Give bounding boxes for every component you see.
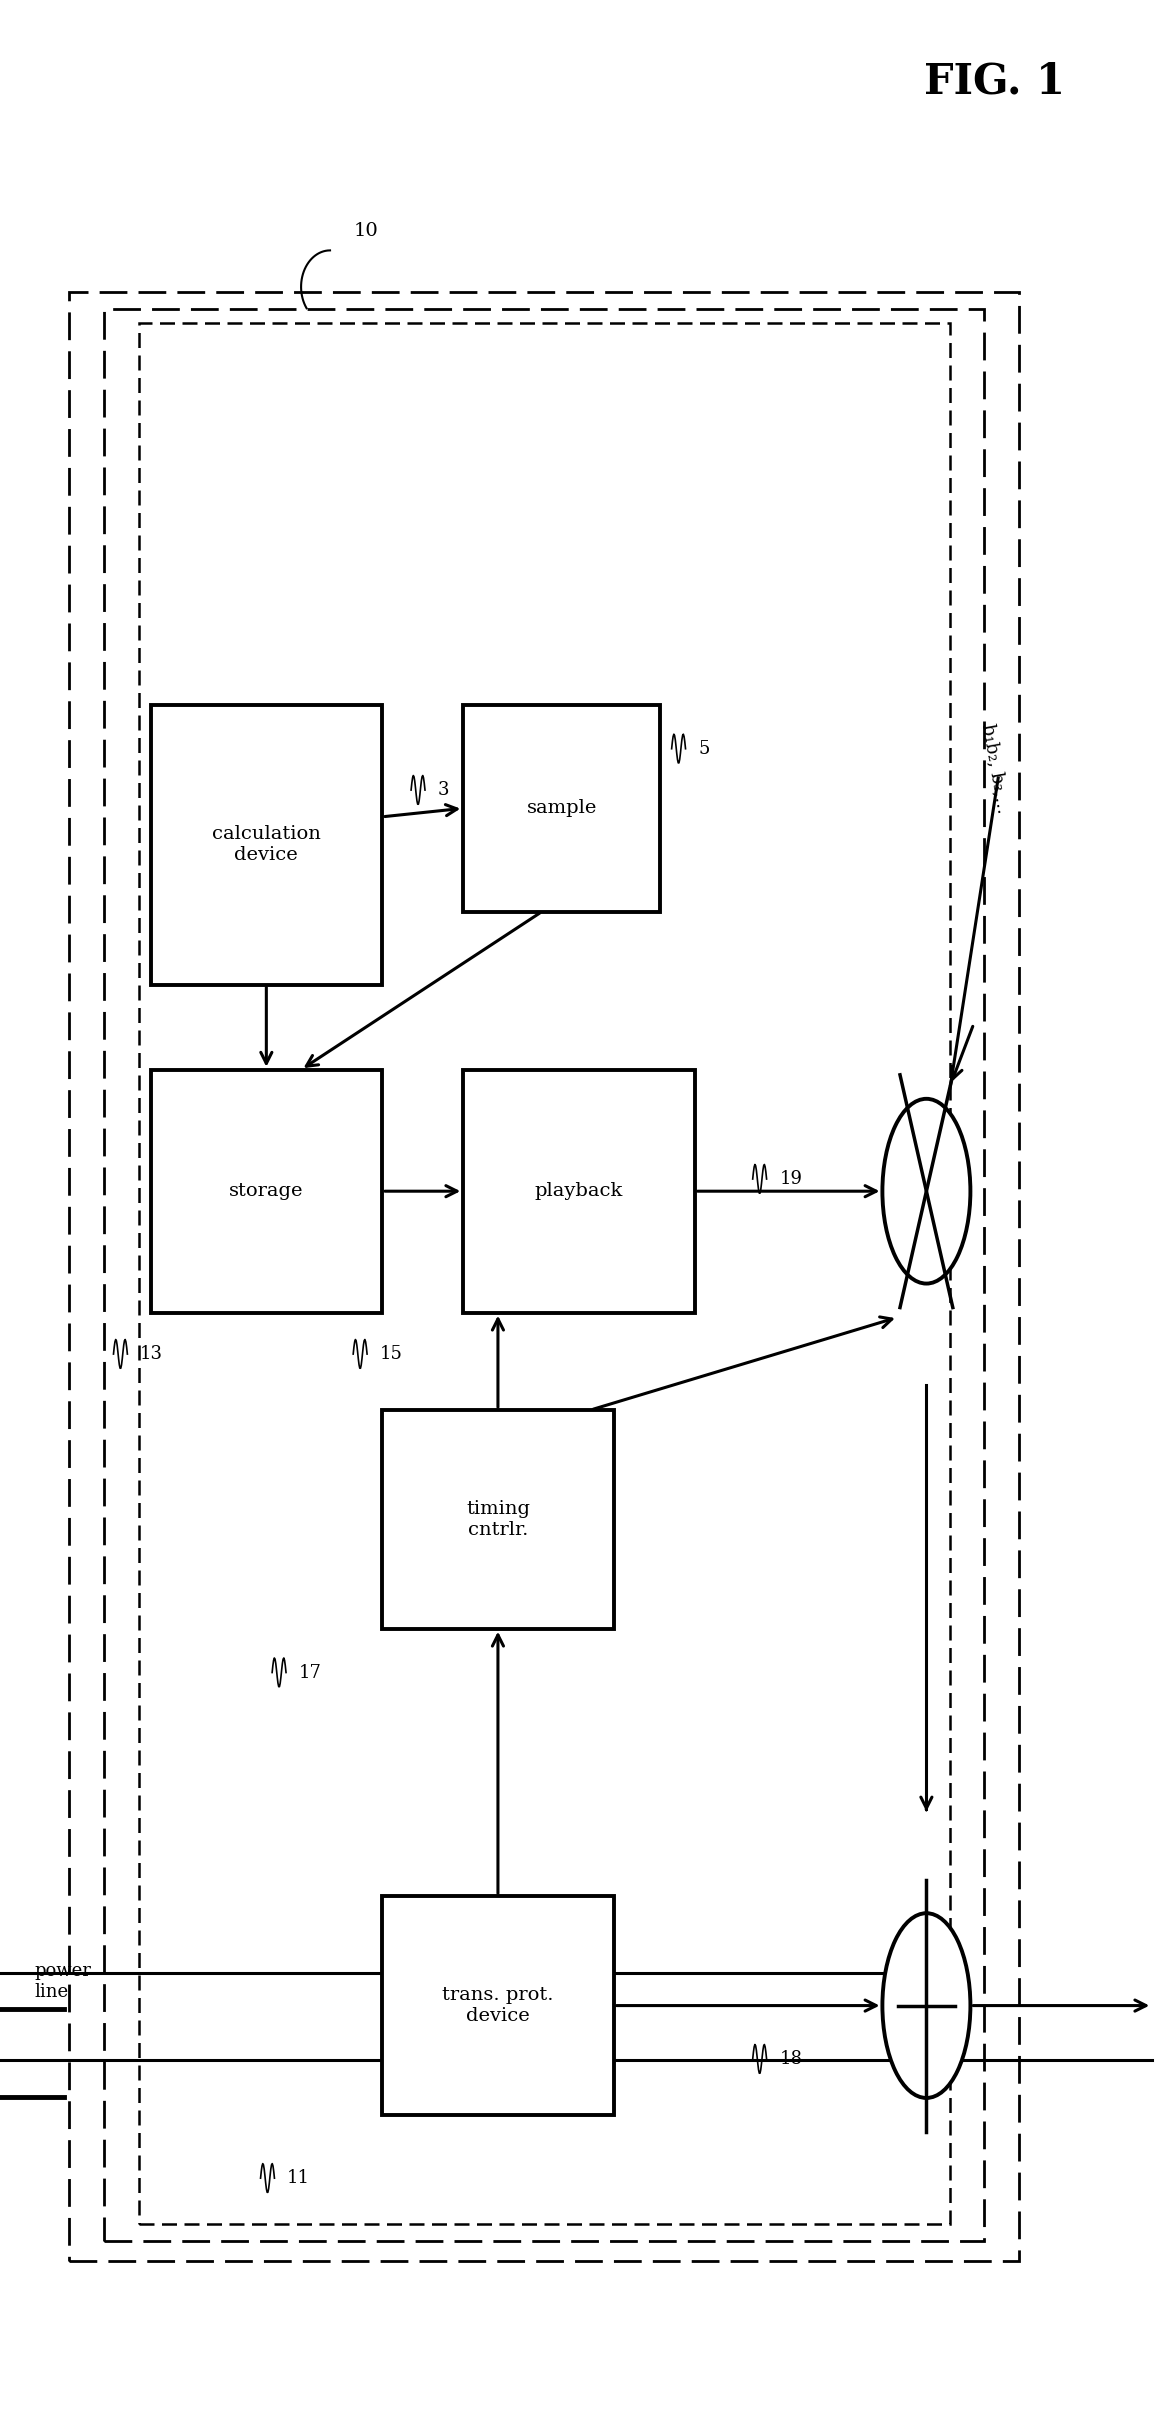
Text: 18: 18 (779, 2049, 802, 2069)
Text: storage: storage (229, 1181, 303, 1201)
Text: sample: sample (527, 800, 596, 817)
Text: timing
cntrlr.: timing cntrlr. (466, 1500, 530, 1539)
Bar (463, 705, 660, 912)
Bar (69, 292, 1019, 2261)
Text: 3: 3 (438, 780, 449, 800)
Bar (463, 1070, 695, 1313)
Text: power
line: power line (35, 1962, 91, 2001)
Text: b₁b₂, b₃,...: b₁b₂, b₃,... (979, 722, 1012, 814)
Bar (139, 323, 950, 2224)
Bar (104, 309, 984, 2241)
Circle shape (882, 1913, 970, 2098)
Circle shape (882, 1099, 970, 1284)
Text: FIG. 1: FIG. 1 (924, 61, 1065, 102)
Text: trans. prot.
device: trans. prot. device (442, 1986, 554, 2025)
Bar (382, 1896, 614, 2115)
Text: 11: 11 (287, 2168, 310, 2188)
Bar (151, 705, 382, 985)
Bar (382, 1410, 614, 1629)
Text: 10: 10 (353, 221, 378, 241)
Text: 17: 17 (299, 1663, 322, 1682)
Text: 15: 15 (380, 1344, 403, 1364)
Text: calculation
device: calculation device (212, 827, 321, 863)
Text: 19: 19 (779, 1169, 802, 1189)
Text: playback: playback (535, 1181, 623, 1201)
Text: 5: 5 (698, 739, 710, 758)
Text: 13: 13 (140, 1344, 163, 1364)
Bar (151, 1070, 382, 1313)
